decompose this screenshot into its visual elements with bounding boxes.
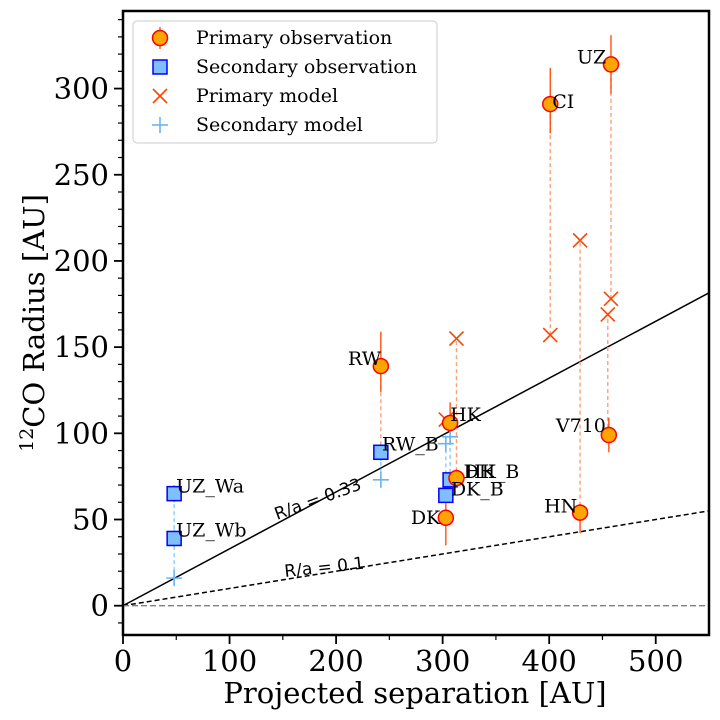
point-labels: UZ CI RW HK V710 DH HN DK RW_B UZ_Wa UZ_Wb HK_BDK_B xyxy=(176,46,606,541)
primary-observation-marker-hn xyxy=(571,504,589,521)
legend-label-secondary-observation: Secondary observation xyxy=(196,56,417,78)
legend-label-secondary-model: Secondary model xyxy=(196,114,363,136)
data-markers xyxy=(166,56,620,587)
x-tick-label-100: 100 xyxy=(202,644,257,678)
y-tick-label-150: 150 xyxy=(54,330,109,364)
y-axis-label-superscript: 12 xyxy=(16,428,38,452)
x-tick-label-0: 0 xyxy=(114,644,132,678)
legend-markers xyxy=(151,27,169,133)
plot-frame xyxy=(121,9,711,637)
point-label-dk: DK xyxy=(411,507,441,529)
secondary-observation-marker-uz-wa xyxy=(166,485,182,502)
ref-line-r-a-0-1 xyxy=(122,510,710,607)
primary-observation-marker-v710 xyxy=(600,426,618,444)
x-tick-label-300: 300 xyxy=(415,644,470,678)
x-axis-label: Projected separation [AU] xyxy=(223,676,606,710)
y-tick-label-100: 100 xyxy=(54,416,109,450)
primary-observation-marker-hk xyxy=(441,414,459,432)
primary-model-marker-uz-1-b xyxy=(600,306,616,322)
y-tick-label-250: 250 xyxy=(54,158,109,192)
y-tick-label-200: 200 xyxy=(54,244,109,278)
reference-lines xyxy=(122,292,710,607)
primary-observation-marker-dh xyxy=(448,469,465,487)
y-axis-label-main: CO Radius [AU] xyxy=(17,194,51,428)
point-label-hk-b: HK_B xyxy=(465,461,519,483)
legend-marker-primary-model-b xyxy=(152,88,168,104)
primary-model-marker-dh-4-b xyxy=(448,330,465,347)
legend-marker-primary-observation xyxy=(151,29,169,47)
primary-model-marker-ci-2-b xyxy=(542,327,558,343)
point-label-rw-b: RW_B xyxy=(382,433,439,455)
legend: Primary observation Secondary observatio… xyxy=(132,20,438,144)
y-axis-label: 12CO Radius [AU] xyxy=(16,194,51,452)
legend-label-primary-model: Primary model xyxy=(196,85,338,107)
primary-observation-marker-uz xyxy=(602,56,620,73)
point-label-v710: V710 xyxy=(555,415,606,437)
point-label-ci: CI xyxy=(552,91,574,113)
primary-model-marker-uz-0-b xyxy=(603,291,619,307)
legend-box xyxy=(132,20,438,144)
y-tick-label-50: 50 xyxy=(72,503,109,537)
ref-line-label-033: R/a = 0.33 xyxy=(272,475,364,525)
primary-observation-marker-ci xyxy=(541,95,559,113)
secondary-observation-marker-rw-b xyxy=(373,444,389,461)
secondary-observation-marker-uz-wb xyxy=(166,530,182,547)
primary-observation-marker-dk xyxy=(437,509,455,527)
point-label-dh: DH xyxy=(463,461,495,483)
point-label-rw: RW xyxy=(348,348,382,370)
y-tick-label-0: 0 xyxy=(91,589,109,623)
x-tick-label-400: 400 xyxy=(522,644,577,678)
point-label-uz: UZ xyxy=(577,46,606,68)
x-tick-label-200: 200 xyxy=(308,644,363,678)
x-tick-label-500: 500 xyxy=(628,644,683,678)
legend-marker-secondary-observation xyxy=(152,59,168,75)
point-label-hk: HK xyxy=(450,404,482,426)
point-label-dk-b: DK_B xyxy=(451,478,504,500)
point-label-uz-wa: UZ_Wa xyxy=(176,476,244,498)
ref-line-r-a-0-33 xyxy=(122,292,710,607)
primary-observation-marker-rw xyxy=(372,357,390,375)
legend-label-primary-observation: Primary observation xyxy=(196,27,392,49)
point-label-hn: HN xyxy=(544,496,577,518)
point-label-uz-wb: UZ_Wb xyxy=(176,519,246,541)
y-tick-label-300: 300 xyxy=(54,72,109,106)
ref-line-label-01: R/a = 0.1 xyxy=(283,554,365,582)
secondary-observation-marker-dk-b xyxy=(438,487,454,504)
axis-ticks: 0 100 200 300 400 500 0 50 100 150 200 250 300 xyxy=(54,19,683,678)
primary-model-marker-hn-3-b xyxy=(572,232,588,248)
